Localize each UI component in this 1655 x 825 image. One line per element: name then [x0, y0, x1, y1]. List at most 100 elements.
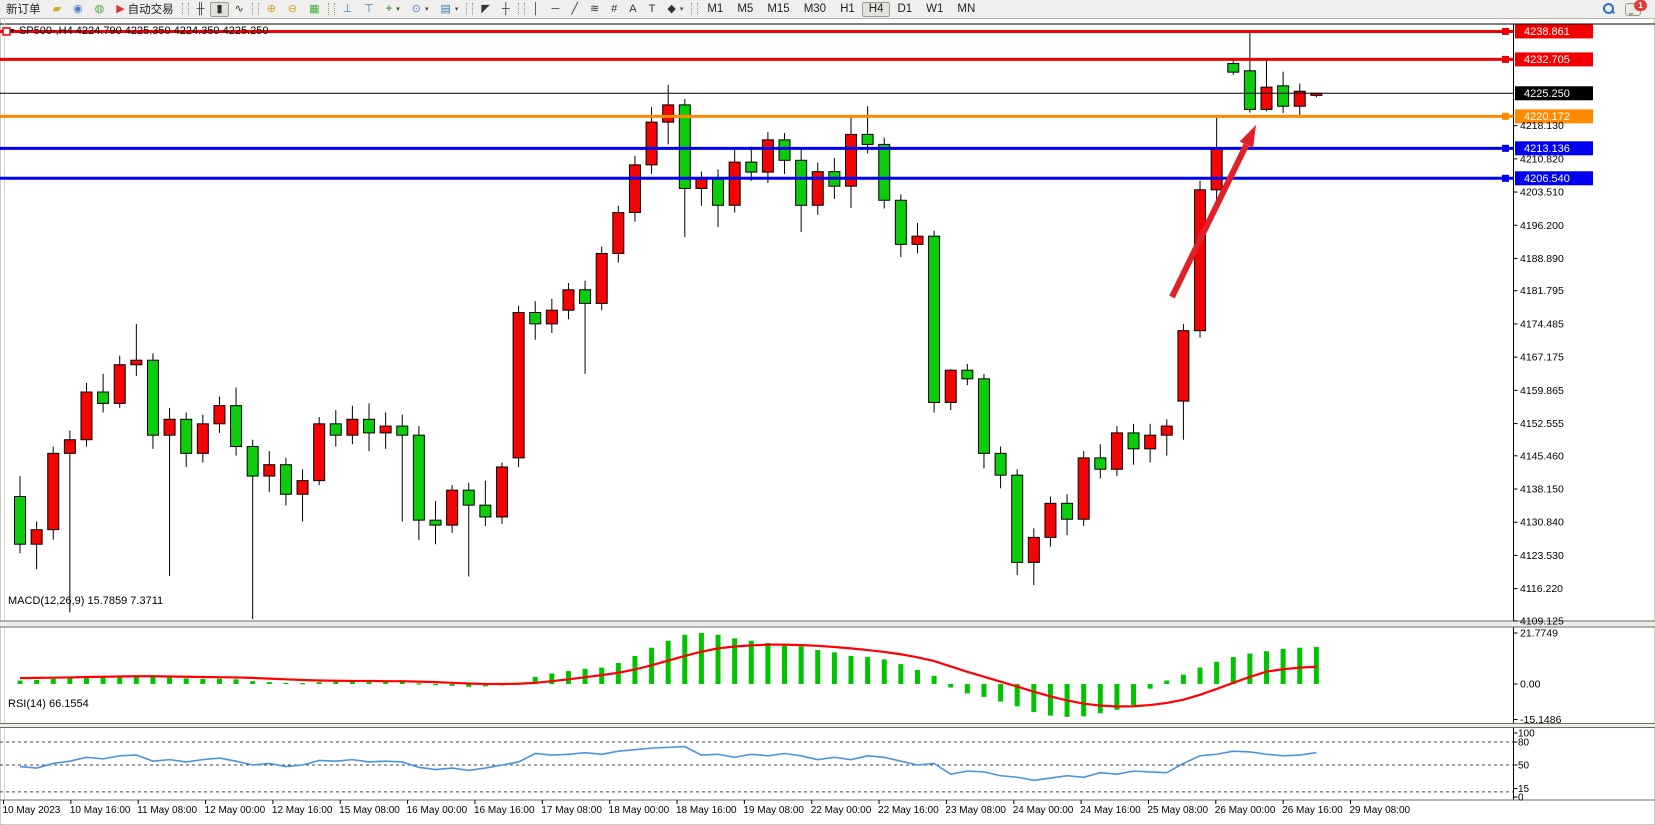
- line-anchor-marker: [1502, 27, 1509, 35]
- macd-histogram-bar: [17, 680, 23, 684]
- timeframe-mn[interactable]: MN: [950, 2, 982, 17]
- template-button[interactable]: ▤ ▾: [434, 2, 464, 17]
- crosshair-tool-button[interactable]: ┼: [496, 2, 516, 17]
- text-label-tool[interactable]: T: [643, 2, 662, 17]
- timeframe-m1[interactable]: M1: [700, 2, 730, 17]
- autotrade-icon: ▶: [116, 2, 125, 15]
- notification-badge: 1: [1634, 0, 1647, 11]
- macd-histogram-bar: [1097, 684, 1103, 714]
- macd-histogram-bar: [549, 673, 555, 684]
- macd-histogram-bar: [665, 640, 671, 684]
- bull-candle: [562, 289, 575, 311]
- macd-histogram-bar: [748, 640, 754, 684]
- text-tool[interactable]: A: [623, 2, 642, 17]
- history-center-icon: ▰: [52, 2, 61, 15]
- chevron-down-icon: ▾: [454, 6, 459, 13]
- bear-candle: [396, 425, 409, 436]
- svg-text:4130.840: 4130.840: [1520, 517, 1564, 529]
- chevron-down-icon: ▾: [424, 6, 429, 13]
- new-order-button[interactable]: 新订单: [0, 2, 47, 17]
- macd-histogram-bar: [831, 652, 837, 684]
- macd-histogram-bar: [1197, 667, 1203, 684]
- indicator-window-top-button[interactable]: ⊥: [337, 2, 359, 17]
- svg-text:4138.150: 4138.150: [1520, 484, 1564, 496]
- svg-text:4225.250: 4225.250: [1524, 88, 1570, 100]
- fibonacci-tool[interactable]: #: [605, 2, 623, 17]
- svg-text:22 May 00:00: 22 May 00:00: [811, 805, 872, 816]
- panel-splitter[interactable]: [0, 723, 1655, 728]
- bear-candle: [146, 359, 159, 436]
- main-toolbar: 新订单 ▰ ◉ ◍ ▶ 自动交易 ╫ ▮ ∿ ⊕ ⊖ ▦ ⊥ ⊤ + ▾ ⊙ ▾ ▤ ▾…: [0, 0, 1655, 19]
- panel-splitter[interactable]: [0, 621, 1655, 627]
- svg-text:15: 15: [1518, 784, 1530, 795]
- macd-histogram-bar: [1131, 684, 1137, 706]
- bear-candle: [462, 489, 475, 506]
- bull-candle: [213, 405, 226, 425]
- macd-histogram-bar: [1164, 680, 1170, 684]
- auto-trading-button[interactable]: ▶ 自动交易: [110, 2, 179, 17]
- timeframe-m15[interactable]: M15: [760, 2, 796, 17]
- equidistant-channel-icon: ≋: [589, 2, 600, 15]
- trendline-tool[interactable]: ╱: [565, 2, 584, 17]
- shapes-tool[interactable]: ◆ ▾: [661, 2, 689, 17]
- vertical-line-tool[interactable]: │: [527, 2, 546, 17]
- macd-histogram-bar: [532, 676, 538, 684]
- macd-histogram-bar: [1031, 684, 1037, 713]
- line-anchor-marker: [1502, 174, 1509, 182]
- bull-candle: [47, 452, 60, 531]
- svg-text:4210.820: 4210.820: [1520, 153, 1564, 165]
- bear-candle: [1227, 63, 1240, 73]
- line-chart-button[interactable]: ∿: [229, 2, 250, 17]
- period-button[interactable]: ⊙ ▾: [406, 2, 435, 17]
- candle-chart-button[interactable]: ▮: [210, 1, 229, 17]
- macd-histogram-bar: [848, 655, 854, 684]
- add-indicator-button[interactable]: + ▾: [380, 2, 406, 17]
- notifications-icon[interactable]: 1: [1625, 0, 1647, 16]
- add-indicator-icon: +: [385, 2, 393, 15]
- cursor-tool-button[interactable]: ◤: [475, 2, 495, 17]
- macd-histogram-bar: [782, 644, 788, 684]
- macd-histogram-bar: [333, 681, 339, 684]
- bear-candle: [678, 104, 691, 189]
- time-axis: 10 May 2023 10 May 16:00 11 May 08:00 12 Ma…: [3, 800, 1411, 816]
- chart-history-button[interactable]: ▰: [47, 2, 67, 17]
- svg-text:16 May 16:00: 16 May 16:00: [474, 805, 535, 816]
- macd-indicator-label: MACD(12,26,9) 15.7859 7.3711: [8, 595, 164, 607]
- channel-tool[interactable]: ≋: [584, 2, 605, 17]
- search-icon[interactable]: [1603, 3, 1615, 15]
- svg-text:18 May 00:00: 18 May 00:00: [609, 805, 670, 816]
- trend-arrow[interactable]: [1169, 125, 1256, 299]
- signals-button[interactable]: ◍: [89, 2, 111, 17]
- timeframe-h4[interactable]: H4: [861, 1, 891, 17]
- bull-candle: [196, 423, 209, 454]
- crosshair-icon: ┼: [501, 2, 510, 15]
- line-handle[interactable]: [2, 27, 11, 36]
- indicator-window-bottom-button[interactable]: ⊤: [358, 2, 380, 17]
- timeframe-w1[interactable]: W1: [919, 2, 950, 17]
- profile-button[interactable]: ◉: [67, 2, 89, 17]
- vertical-line-icon: │: [532, 2, 540, 15]
- horizontal-lines[interactable]: 4238.861 4232.705 4220.172 4213.136 4206.540…: [0, 24, 1593, 186]
- bar-chart-button[interactable]: ╫: [191, 2, 211, 17]
- chevron-down-icon: ▾: [396, 6, 400, 13]
- macd-histogram-bar: [981, 684, 987, 697]
- timeframe-h1[interactable]: H1: [833, 2, 862, 17]
- macd-histogram-bar: [250, 681, 256, 684]
- timeframe-m5[interactable]: M5: [730, 2, 760, 17]
- zoom-out-icon: ⊖: [287, 2, 298, 15]
- timeframe-m30[interactable]: M30: [797, 2, 833, 17]
- zoom-in-button[interactable]: ⊕: [261, 2, 282, 17]
- chart-title: ▼ SP500-,H4 4224.790 4225.350 4224.350 42…: [9, 25, 269, 37]
- macd-histogram-bar: [698, 632, 704, 684]
- macd-histogram-bar: [466, 684, 472, 687]
- timeframe-d1[interactable]: D1: [890, 2, 919, 17]
- tile-windows-button[interactable]: ▦: [303, 2, 325, 17]
- zoom-out-button[interactable]: ⊖: [282, 2, 303, 17]
- horizontal-line-tool[interactable]: ─: [546, 2, 566, 17]
- bull-candle: [811, 171, 824, 206]
- svg-text:16 May 00:00: 16 May 00:00: [407, 805, 468, 816]
- svg-text:26 May 00:00: 26 May 00:00: [1215, 805, 1276, 816]
- svg-text:12 May 16:00: 12 May 16:00: [272, 805, 333, 816]
- chart-background: [0, 17, 1655, 825]
